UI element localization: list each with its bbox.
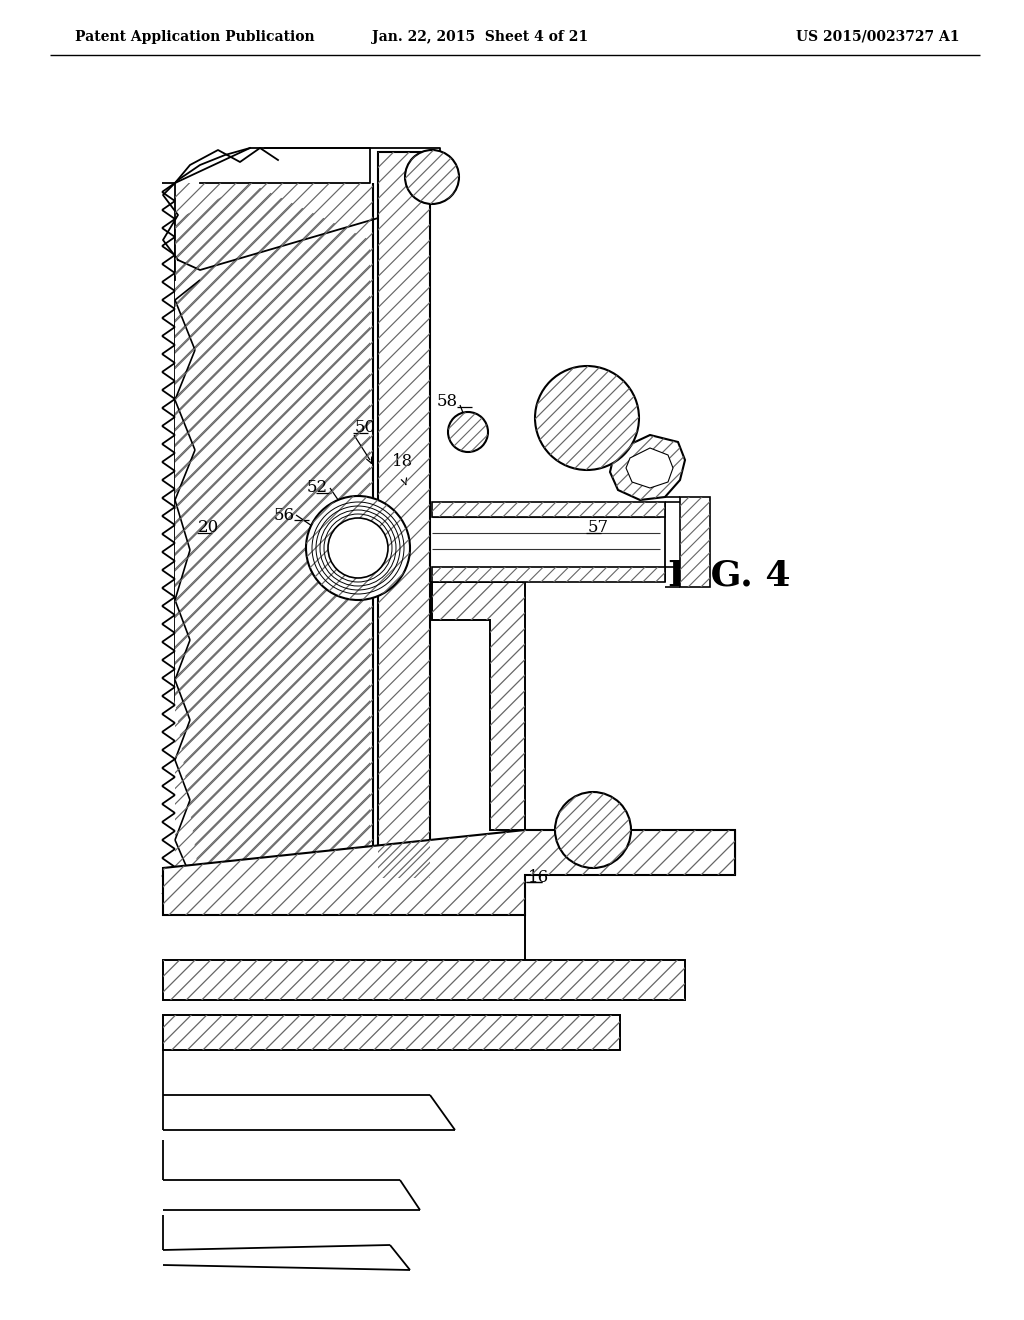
Polygon shape	[432, 582, 525, 830]
Text: Patent Application Publication: Patent Application Publication	[75, 30, 314, 44]
Text: Jan. 22, 2015  Sheet 4 of 21: Jan. 22, 2015 Sheet 4 of 21	[372, 30, 588, 44]
Circle shape	[555, 792, 631, 869]
Polygon shape	[610, 436, 685, 500]
Circle shape	[449, 412, 488, 451]
Polygon shape	[378, 152, 430, 878]
Text: 16: 16	[528, 869, 549, 886]
Text: 56: 56	[274, 507, 295, 524]
Text: 58: 58	[437, 393, 458, 411]
Circle shape	[328, 517, 388, 578]
Polygon shape	[163, 830, 735, 915]
Text: 18: 18	[392, 454, 414, 470]
Polygon shape	[175, 183, 373, 884]
Text: 57: 57	[588, 520, 609, 536]
Polygon shape	[163, 960, 685, 1001]
Polygon shape	[432, 568, 665, 582]
Text: 52: 52	[307, 479, 328, 496]
Polygon shape	[163, 1015, 620, 1049]
Text: 50: 50	[355, 420, 376, 437]
Text: 59: 59	[597, 436, 618, 453]
Polygon shape	[432, 502, 665, 517]
Text: FIG. 4: FIG. 4	[668, 558, 791, 591]
Polygon shape	[680, 498, 710, 587]
Circle shape	[306, 496, 410, 601]
Text: 54: 54	[564, 370, 585, 387]
Circle shape	[535, 366, 639, 470]
Polygon shape	[175, 183, 370, 884]
Polygon shape	[626, 447, 673, 488]
Text: 20: 20	[198, 520, 219, 536]
Circle shape	[406, 150, 459, 205]
Text: US 2015/0023727 A1: US 2015/0023727 A1	[797, 30, 961, 44]
